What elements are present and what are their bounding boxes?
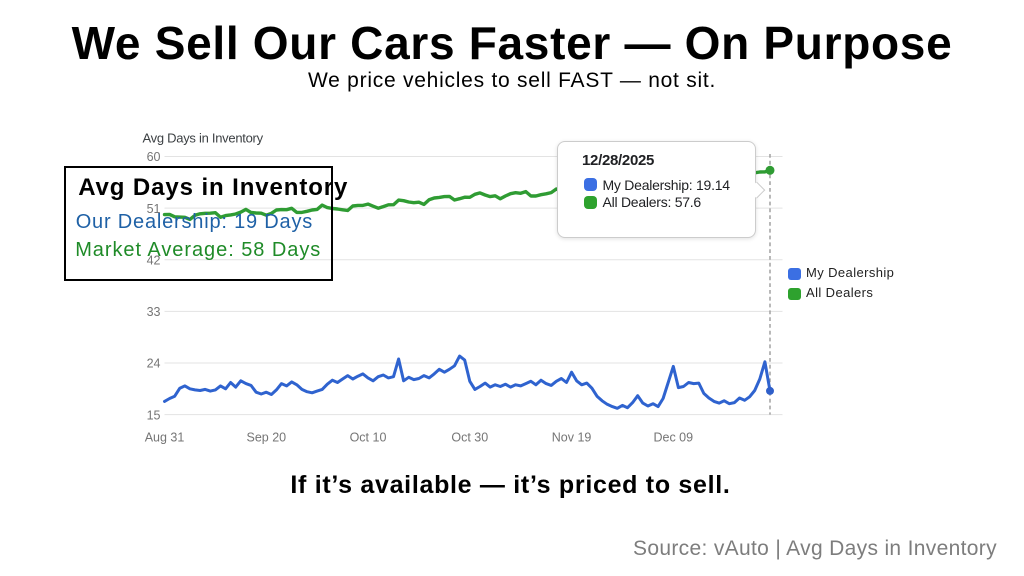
svg-text:24: 24 bbox=[147, 357, 161, 371]
svg-text:Dec 09: Dec 09 bbox=[653, 430, 693, 444]
svg-text:15: 15 bbox=[147, 408, 161, 422]
svg-text:Avg Days in Inventory: Avg Days in Inventory bbox=[143, 130, 264, 145]
svg-text:Oct 10: Oct 10 bbox=[350, 430, 387, 444]
svg-text:33: 33 bbox=[147, 305, 161, 319]
svg-text:Sep 20: Sep 20 bbox=[246, 430, 286, 444]
svg-text:Aug 31: Aug 31 bbox=[145, 430, 185, 444]
svg-text:42: 42 bbox=[147, 253, 161, 267]
svg-text:60: 60 bbox=[147, 150, 161, 164]
svg-text:Nov 19: Nov 19 bbox=[552, 430, 592, 444]
svg-text:51: 51 bbox=[147, 202, 161, 216]
svg-text:Oct 30: Oct 30 bbox=[451, 430, 488, 444]
